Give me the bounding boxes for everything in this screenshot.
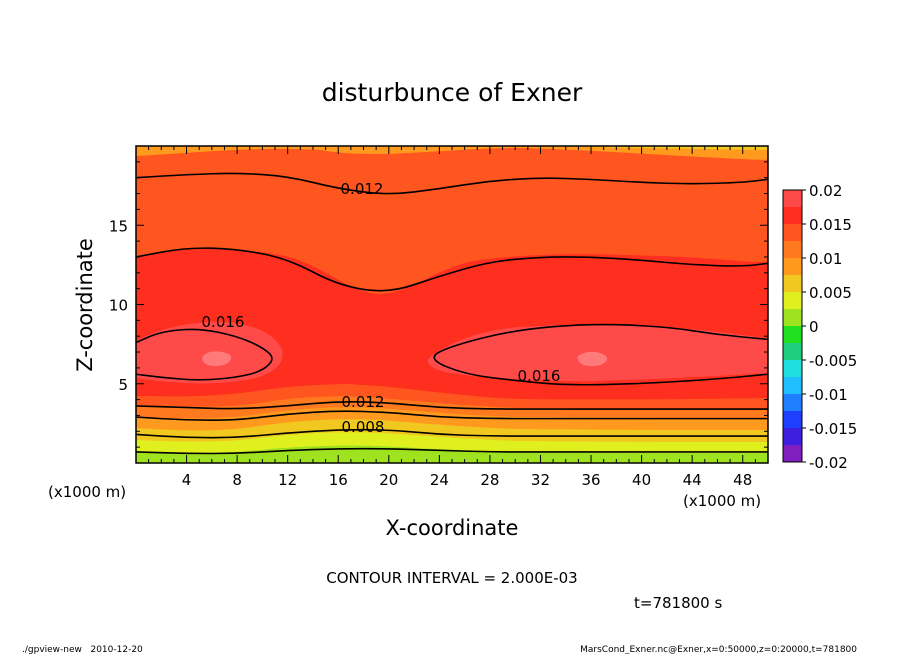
contour-label: 0.016 <box>202 313 245 331</box>
x-tick-label: 40 <box>632 471 651 489</box>
colorbar-swatch <box>783 275 802 292</box>
colorbar-swatch <box>783 190 802 207</box>
y-tick-label: 10 <box>109 297 128 315</box>
colorbar-tick-label: -0.005 <box>809 352 857 370</box>
x-tick-label: 28 <box>480 471 499 489</box>
x-axis-label: X-coordinate <box>386 516 519 540</box>
colorbar-swatch <box>783 207 802 224</box>
contour-line <box>136 428 768 439</box>
contour-line <box>136 400 768 410</box>
contour-line <box>136 447 768 455</box>
y-tick-label: 15 <box>109 217 128 235</box>
colorbar-labels: -0.02 -0.015 -0.01 -0.005 0 0.005 0.01 0.015 0.0… <box>802 182 857 472</box>
y-axis-ticks: 5 10 15 <box>109 161 768 448</box>
colorbar-swatch <box>783 326 802 343</box>
x-tick-label: 20 <box>379 471 398 489</box>
colorbar-tick-label: -0.01 <box>809 386 848 404</box>
colorbar-swatch <box>783 343 802 360</box>
band-top-orange <box>136 146 768 160</box>
x-tick-label: 4 <box>182 471 192 489</box>
colorbar-swatch <box>783 258 802 275</box>
colorbar-swatch <box>783 292 802 309</box>
contour-label: 0.012 <box>342 393 385 411</box>
contour-line <box>136 247 768 292</box>
band-top-yellow <box>136 146 768 150</box>
colorbar-tick-label: -0.015 <box>809 420 857 438</box>
contour-labels: 0.012 0.016 0.016 0.012 0.008 <box>202 180 561 436</box>
colorbar-tick-label: 0.015 <box>809 216 852 234</box>
colorbar-swatch <box>783 360 802 377</box>
colorbar <box>782 189 803 463</box>
colorbar-tick-label: 0.005 <box>809 284 852 302</box>
x-axis-ticks: 4 8 12 16 20 24 28 32 36 40 44 48 <box>148 146 756 489</box>
x-tick-label: 8 <box>232 471 242 489</box>
colorbar-tick-label: 0.01 <box>809 250 842 268</box>
colorbar-swatch <box>783 394 802 411</box>
footer-right: MarsCond_Exner.nc@Exner,x=0:50000,z=0:20… <box>580 645 857 654</box>
x-tick-label: 48 <box>733 471 752 489</box>
x-tick-label: 24 <box>430 471 449 489</box>
colorbar-swatch <box>783 224 802 241</box>
x-tick-label: 44 <box>683 471 702 489</box>
contour-interval-text: CONTOUR INTERVAL = 2.000E-03 <box>326 569 577 587</box>
time-text: t=781800 s <box>634 594 722 612</box>
y-tick-label: 5 <box>118 376 128 394</box>
colorbar-tick-label: 0.02 <box>809 182 842 200</box>
footer-left: ./gpview-new 2010-12-20 <box>22 645 143 654</box>
x-tick-label: 32 <box>531 471 550 489</box>
x-tick-label: 16 <box>329 471 348 489</box>
blob-max-right <box>577 351 608 367</box>
contour-label: 0.016 <box>518 367 561 385</box>
contour-lines <box>136 172 768 455</box>
colorbar-swatch <box>783 411 802 428</box>
contour-label: 0.008 <box>342 418 385 436</box>
x-tick-label: 36 <box>581 471 600 489</box>
x-unit-left: (x1000 m) <box>48 483 126 501</box>
colorbar-swatch <box>783 445 802 462</box>
x-tick-label: 12 <box>278 471 297 489</box>
contour-line <box>136 410 768 422</box>
chart-title: disturbunce of Exner <box>322 78 583 107</box>
colorbar-swatch <box>783 241 802 258</box>
contour-line <box>136 172 768 195</box>
y-axis-label: Z-coordinate <box>73 238 97 372</box>
colorbar-tick-label: -0.02 <box>809 454 848 472</box>
colorbar-swatch <box>783 377 802 394</box>
field-fill <box>136 146 768 463</box>
blob-max-left <box>202 351 232 367</box>
colorbar-tick-label: 0 <box>809 318 819 336</box>
colorbar-swatch <box>783 428 802 445</box>
contour-label: 0.012 <box>341 180 384 198</box>
x-unit-right: (x1000 m) <box>683 492 761 510</box>
contour-line <box>136 328 273 381</box>
colorbar-swatch <box>783 309 802 326</box>
contour-line <box>433 323 768 386</box>
